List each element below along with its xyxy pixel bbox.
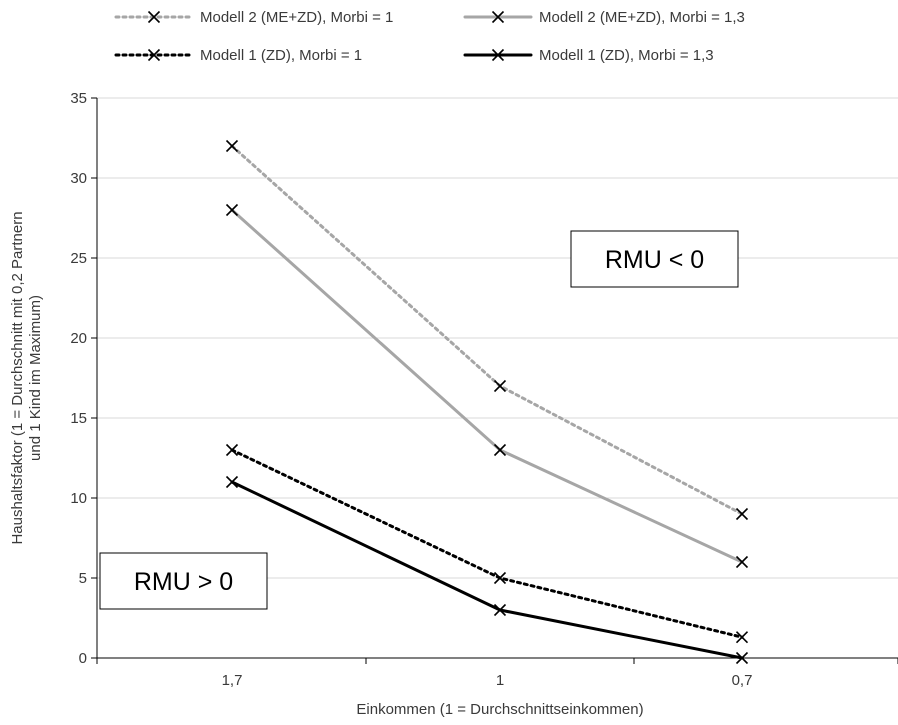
data-point [225,139,239,153]
legend: Modell 2 (ME+ZD), Morbi = 1 Modell 2 (ME+… [114,9,745,64]
annotations: RMU < 0 RMU > 0 [99,230,739,610]
legend-label: Modell 2 (ME+ZD), Morbi = 1 [200,9,393,26]
legend-label: Modell 1 (ZD), Morbi = 1,3 [539,47,714,64]
legend-marker [147,10,161,24]
axes [91,97,898,664]
x-tick-label: 0,7 [732,672,753,689]
data-point [225,203,239,217]
x-tick-label: 1,7 [222,672,243,689]
legend-item: Modell 1 (ZD), Morbi = 1,3 [463,47,714,64]
y-tick-label: 25 [70,250,87,267]
legend-item: Modell 2 (ME+ZD), Morbi = 1,3 [463,9,745,26]
annotation-text: RMU < 0 [605,246,704,274]
data-point [493,443,507,457]
marker-stroke [225,139,239,153]
series-line [230,448,744,639]
series-4 [225,475,749,665]
data-point [735,631,749,644]
annotation-text: RMU > 0 [134,568,233,596]
y-tick-label: 10 [70,490,87,507]
marker-stroke [735,555,749,569]
legend-item: Modell 2 (ME+ZD), Morbi = 1 [114,9,393,26]
series-line [230,144,744,516]
marker-stroke [147,48,161,62]
data-point [735,555,749,569]
y-axis-title-line: und 1 Kind im Maximum) [27,295,44,461]
y-tick-label: 0 [79,650,87,667]
y-tick-label: 5 [79,570,87,587]
marker-stroke [225,443,239,457]
axis-labels: 0 5 10 15 20 25 30 35 1,7 1 0,7 Einkommen (1 = Durc… [9,90,752,718]
data-point [493,603,507,617]
y-tick-label: 20 [70,330,87,347]
y-axis-title-line: Haushaltsfaktor (1 = Durchschnitt mit 0,… [9,211,26,544]
series-3 [225,443,749,644]
marker-stroke [225,203,239,217]
marker-stroke [491,10,505,24]
legend-label: Modell 2 (ME+ZD), Morbi = 1,3 [539,9,745,26]
marker-stroke [493,571,507,585]
legend-marker [491,48,505,62]
marker-stroke [735,651,749,665]
legend-marker [147,48,161,62]
marker-stroke [493,379,507,393]
marker-stroke [735,507,749,521]
series-1 [225,139,749,521]
marker-stroke [493,603,507,617]
data-point [493,379,507,393]
marker-stroke [735,631,749,644]
legend-marker [491,10,505,24]
series-2 [225,203,749,569]
annotation-rmu-negative: RMU < 0 [570,230,739,288]
marker-stroke [493,443,507,457]
annotation-rmu-positive: RMU > 0 [99,552,268,610]
x-tick-label: 1 [496,672,504,689]
y-tick-label: 35 [70,90,87,107]
y-tick-label: 30 [70,170,87,187]
x-axis-title: Einkommen (1 = Durchschnittseinkommen) [356,701,643,718]
y-tick-label: 15 [70,410,87,427]
marker-stroke [147,10,161,24]
legend-label: Modell 1 (ZD), Morbi = 1 [200,47,362,64]
data-point [493,571,507,585]
data-series [225,139,749,665]
annotation-box [570,230,739,288]
data-point [735,507,749,521]
legend-item: Modell 1 (ZD), Morbi = 1 [114,47,362,64]
marker-stroke [491,48,505,62]
marker-stroke [225,475,239,489]
data-point [225,443,239,457]
annotation-box [99,552,268,610]
data-point [735,651,749,665]
series-line [230,480,744,660]
grid-lines [97,97,898,579]
data-point [225,475,239,489]
